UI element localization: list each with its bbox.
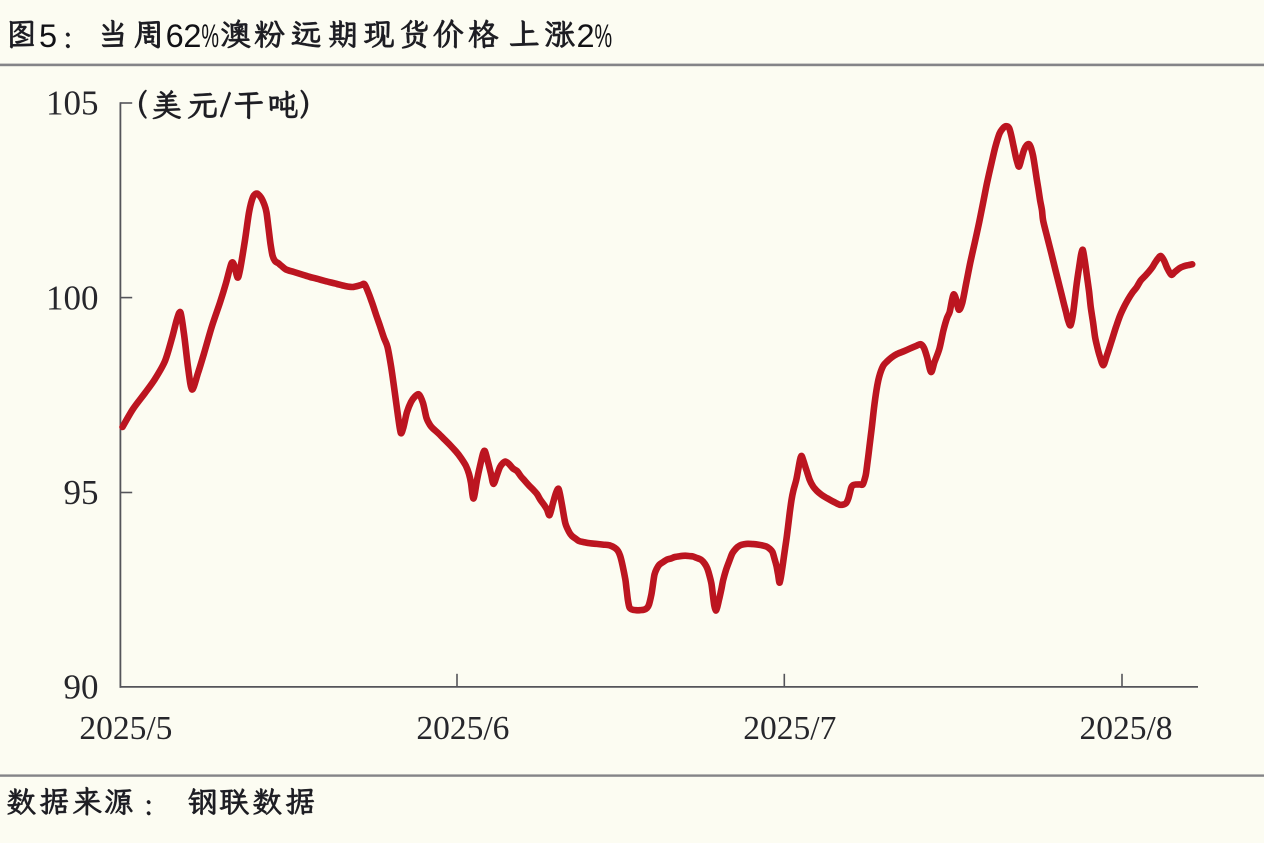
- svg-text:6: 6: [166, 18, 184, 54]
- svg-text:2025/7: 2025/7: [743, 710, 836, 747]
- svg-text:%: %: [594, 18, 612, 54]
- svg-text:90: 90: [64, 668, 99, 707]
- svg-text:2025/8: 2025/8: [1079, 710, 1172, 747]
- svg-text:2025/6: 2025/6: [416, 710, 509, 747]
- svg-text:105: 105: [46, 84, 99, 123]
- svg-text:5: 5: [39, 18, 57, 54]
- svg-text:2025/5: 2025/5: [79, 710, 172, 747]
- svg-text:100: 100: [46, 278, 99, 317]
- svg-text:95: 95: [64, 473, 99, 512]
- svg-text:2: 2: [183, 18, 201, 54]
- svg-text:%: %: [201, 18, 219, 54]
- svg-text:2: 2: [576, 18, 594, 54]
